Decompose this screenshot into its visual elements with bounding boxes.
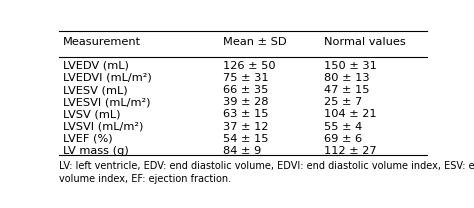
Text: 55 ± 4: 55 ± 4	[324, 122, 362, 132]
Text: 63 ± 15: 63 ± 15	[223, 109, 268, 119]
Text: LV: left ventricle, EDV: end diastolic volume, EDVI: end diastolic volume index,: LV: left ventricle, EDV: end diastolic v…	[59, 161, 474, 184]
Text: Normal values: Normal values	[324, 37, 405, 47]
Text: 25 ± 7: 25 ± 7	[324, 97, 362, 107]
Text: 80 ± 13: 80 ± 13	[324, 73, 369, 83]
Text: LVSV (mL): LVSV (mL)	[63, 109, 120, 119]
Text: 104 ± 21: 104 ± 21	[324, 109, 376, 119]
Text: LVESV (mL): LVESV (mL)	[63, 85, 128, 95]
Text: 150 ± 31: 150 ± 31	[324, 61, 377, 71]
Text: Measurement: Measurement	[63, 37, 141, 47]
Text: 112 ± 27: 112 ± 27	[324, 146, 376, 156]
Text: LVEDVI (mL/m²): LVEDVI (mL/m²)	[63, 73, 152, 83]
Text: LVEDV (mL): LVEDV (mL)	[63, 61, 129, 71]
Text: 66 ± 35: 66 ± 35	[223, 85, 268, 95]
Text: Mean ± SD: Mean ± SD	[223, 37, 286, 47]
Text: 39 ± 28: 39 ± 28	[223, 97, 268, 107]
Text: 69 ± 6: 69 ± 6	[324, 134, 362, 144]
Text: 126 ± 50: 126 ± 50	[223, 61, 275, 71]
Text: LVESVI (mL/m²): LVESVI (mL/m²)	[63, 97, 150, 107]
Text: LVSVI (mL/m²): LVSVI (mL/m²)	[63, 122, 143, 132]
Text: 37 ± 12: 37 ± 12	[223, 122, 268, 132]
Text: LVEF (%): LVEF (%)	[63, 134, 112, 144]
Text: 84 ± 9: 84 ± 9	[223, 146, 261, 156]
Text: LV mass (g): LV mass (g)	[63, 146, 128, 156]
Text: 54 ± 15: 54 ± 15	[223, 134, 268, 144]
Text: 47 ± 15: 47 ± 15	[324, 85, 369, 95]
Text: 75 ± 31: 75 ± 31	[223, 73, 268, 83]
